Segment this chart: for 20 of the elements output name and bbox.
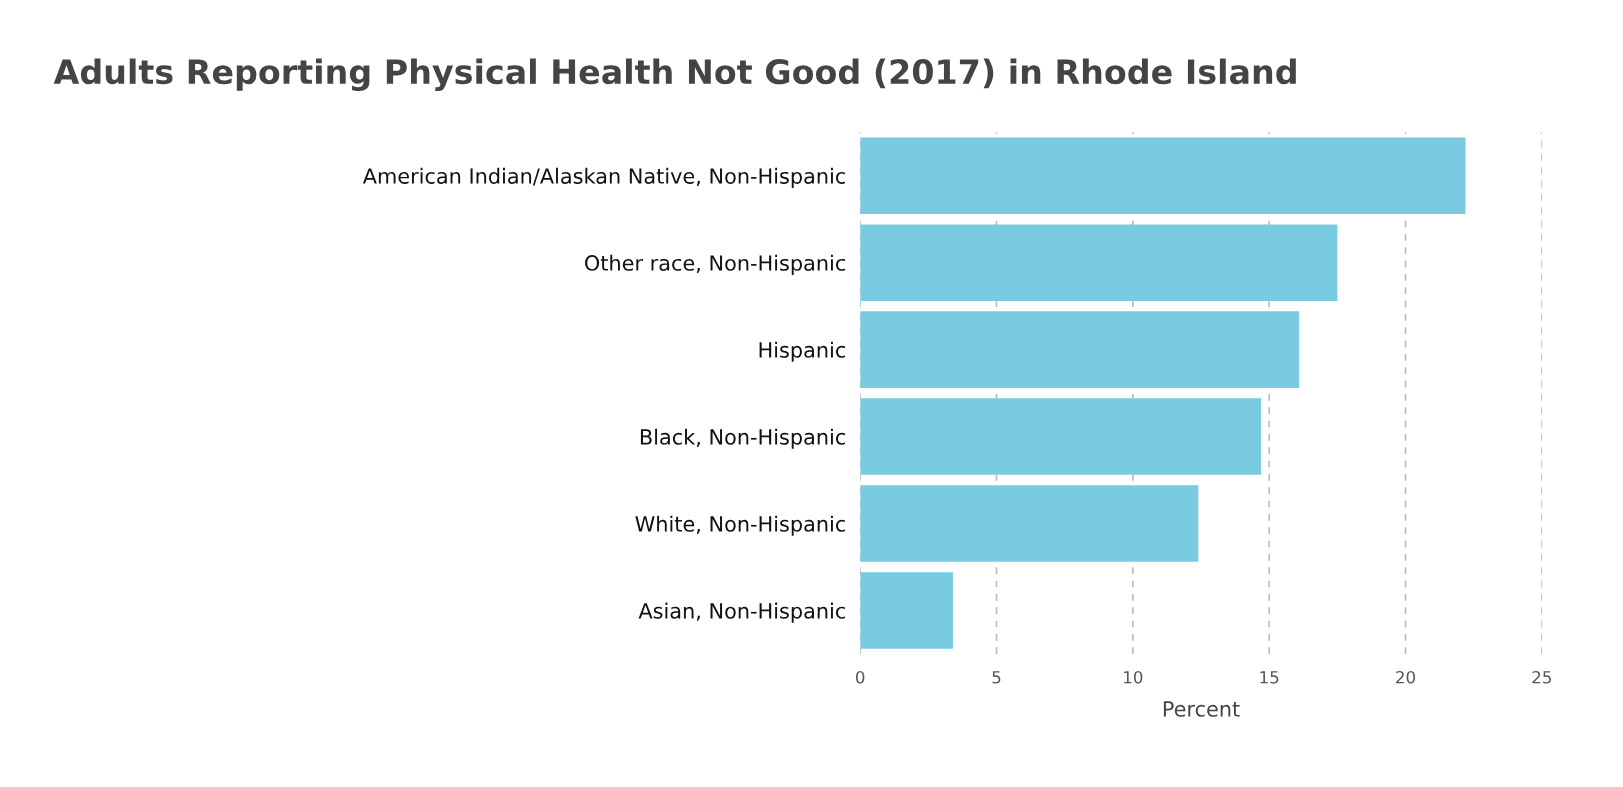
bar xyxy=(860,398,1262,475)
y-tick-label: Other race, Non-Hispanic xyxy=(585,254,846,275)
chart-title: Adults Reporting Physical Health Not Good (2017) in Rhode Island xyxy=(53,58,1296,92)
bar xyxy=(860,224,1338,301)
x-tick-label: 0 xyxy=(855,670,865,684)
bar xyxy=(860,137,1466,214)
bar xyxy=(860,311,1300,388)
y-tick-label: White, Non-Hispanic xyxy=(635,515,846,536)
bar xyxy=(860,572,953,649)
x-tick-label: 5 xyxy=(992,671,1001,684)
y-tick-label: Hispanic xyxy=(759,341,846,362)
bar xyxy=(860,485,1199,562)
y-tick-label: Asian, Non-Hispanic xyxy=(638,602,846,623)
y-tick-label: Black, Non-Hispanic xyxy=(640,428,846,449)
y-tick-label: American Indian/Alaskan Native, Non-Hispanic xyxy=(362,167,846,188)
x-tick-label: 20 xyxy=(1396,670,1416,684)
x-tick-label: 15 xyxy=(1260,671,1279,684)
x-tick-label: 10 xyxy=(1124,670,1143,684)
x-axis-title: Percent xyxy=(1163,701,1240,717)
x-tick-label: 25 xyxy=(1532,670,1551,684)
